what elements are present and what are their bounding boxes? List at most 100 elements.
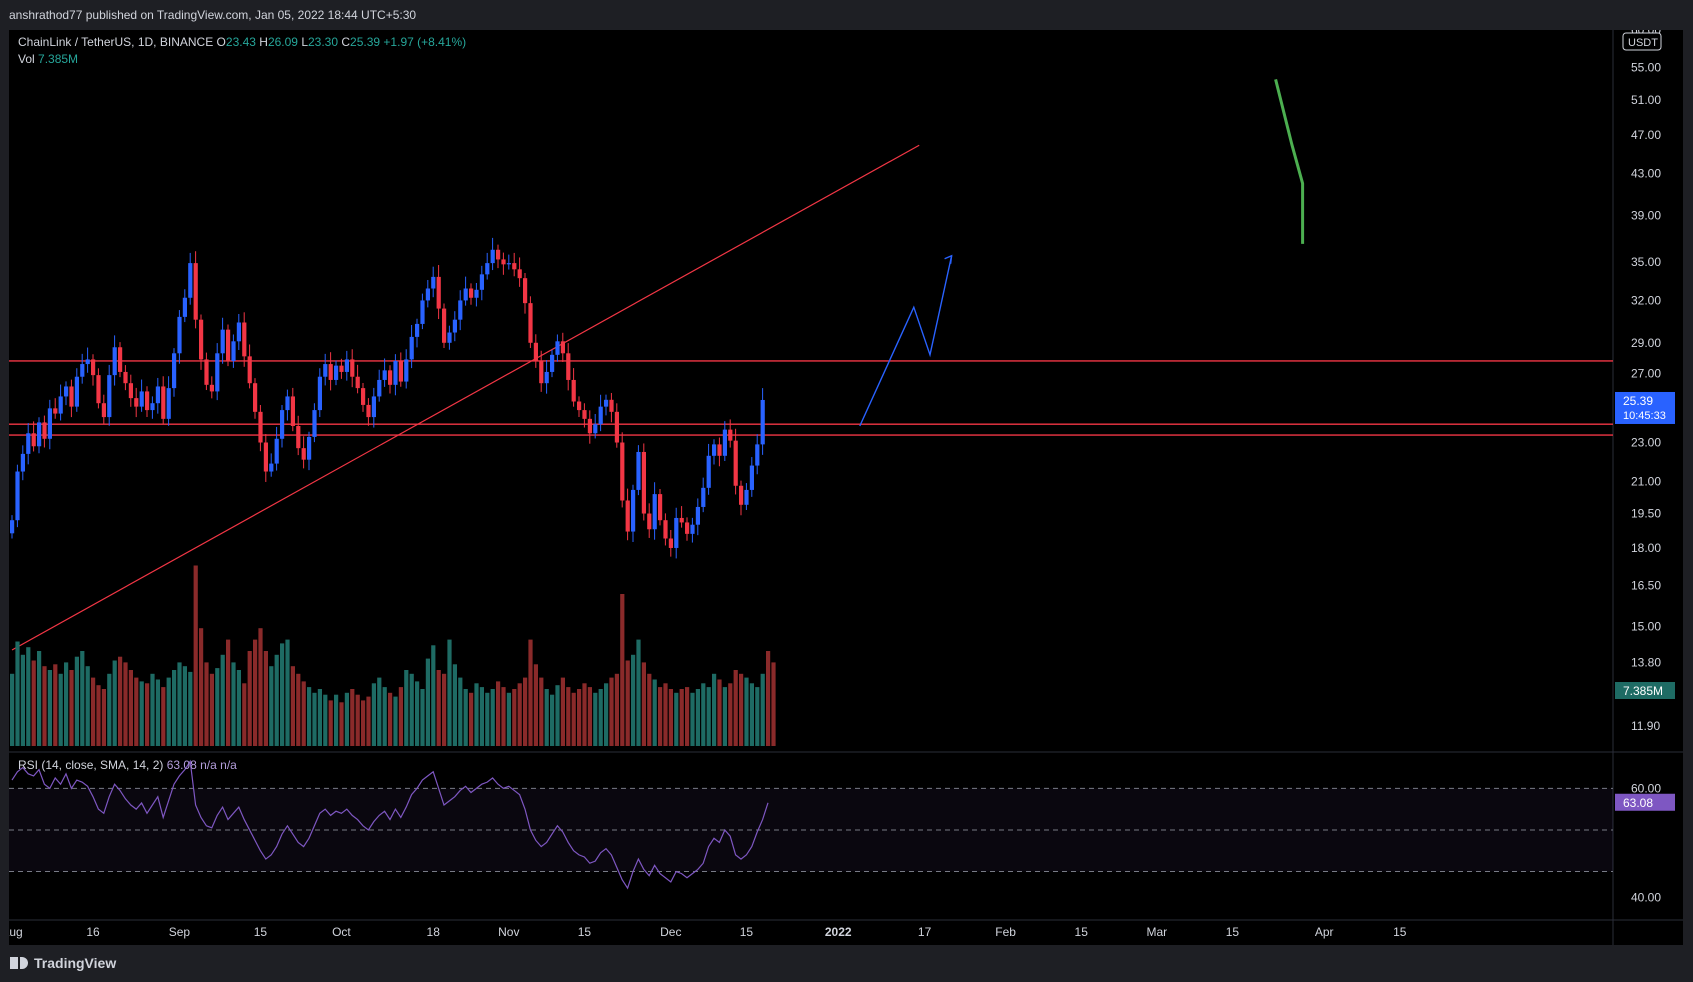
candle [253,383,258,412]
volume-bar [749,683,754,746]
time-tick-label: 16 [86,925,100,939]
candle [15,471,20,521]
close-value: 25.39 [350,35,381,49]
candle [728,429,733,441]
candle [404,359,409,382]
volume-bar [771,662,776,746]
volume-bar [695,689,700,746]
time-tick-label: Mar [1146,925,1167,939]
candle [420,300,425,324]
volume-bar [296,673,301,746]
volume-bar [539,677,544,746]
price-tick-label: 35.00 [1631,255,1661,269]
volume-bar [263,651,268,746]
candle [58,396,63,414]
rsi-line [11,759,769,890]
candle [128,383,133,399]
volume-bar [496,681,501,746]
volume-bar [182,666,187,746]
volume-bar [188,671,193,746]
volume-bar [69,670,74,746]
trendline [11,144,920,651]
tradingview-brand[interactable]: TradingView [10,955,116,971]
price-tick-label: 27.00 [1631,367,1661,381]
publish-header: anshrathod77 published on TradingView.co… [0,0,1693,30]
candle [263,442,268,472]
volume-bar [458,677,463,746]
time-tick-label: 17 [918,925,932,939]
volume-bar [42,666,47,746]
rsi-tick-label: 60.00 [1631,781,1661,795]
candle [371,396,376,418]
candle [199,319,204,360]
candle [501,259,506,265]
candle [334,365,339,380]
chart-legend: ChainLink / TetherUS, 1D, BINANCE O23.43… [18,34,466,68]
candle [242,322,247,357]
candle [101,403,106,418]
candle [47,408,52,439]
volume-bar [145,683,150,746]
candle [474,289,479,298]
candle [301,448,306,460]
candle [447,332,452,343]
candle [577,401,582,411]
time-tick-label: Feb [995,925,1016,939]
volume-bar [301,681,306,746]
candle [231,341,236,361]
rsi-label[interactable]: RSI (14, close, SMA, 14, 2) [18,758,164,772]
volume-bar [53,664,58,746]
candle [701,487,706,507]
candle [150,403,155,411]
price-tick-label: 21.00 [1631,475,1661,489]
candle [517,269,522,279]
time-tick-label: Dec [660,925,681,939]
volume-bar [663,683,668,746]
volume-bar [269,666,274,746]
volume-bar [280,643,285,746]
candle [647,513,652,530]
close-label: C [341,35,351,49]
green-curve [1274,78,1305,244]
candle [236,322,241,342]
volume-bar [404,670,409,746]
volume-bar [334,694,339,746]
price-tick-label: 55.00 [1631,60,1661,74]
candle [560,341,565,354]
volume-bar [647,673,652,746]
volume-bar [193,565,198,746]
tradingview-logo-icon [10,957,28,969]
candle [20,453,25,472]
volume-bar [512,689,517,746]
time-tick-label: Apr [1315,925,1334,939]
volume-bar [312,692,317,746]
last-price-box [1615,391,1675,424]
volume-bar [501,687,506,746]
candle [631,489,636,532]
candle [722,429,727,456]
volume-bar [431,645,436,746]
volume-bar [755,687,760,746]
volume-bar [652,679,657,746]
price-tick-label: 51.00 [1631,93,1661,107]
volume-bar [112,660,117,746]
chart-canvas[interactable]: 60.00 55.00 51.00 47.00 43.00 39.00 35.00 32.00… [9,30,1683,945]
volume-bar [161,687,166,746]
candle [31,433,36,447]
candle [528,303,533,343]
candle [398,360,403,382]
candle [366,404,371,418]
candle [544,371,549,384]
candle [107,375,112,418]
volume-bar [733,670,738,746]
projection-path [859,255,953,427]
volume-bar [96,685,101,746]
volume-bar [739,673,744,746]
volume-bar [382,687,387,746]
volume-bar [323,694,328,746]
candle [706,455,711,488]
candle [755,444,760,466]
candle [415,323,420,337]
volume-bar [469,692,474,746]
symbol-name[interactable]: ChainLink / TetherUS, 1D, BINANCE [18,35,214,49]
